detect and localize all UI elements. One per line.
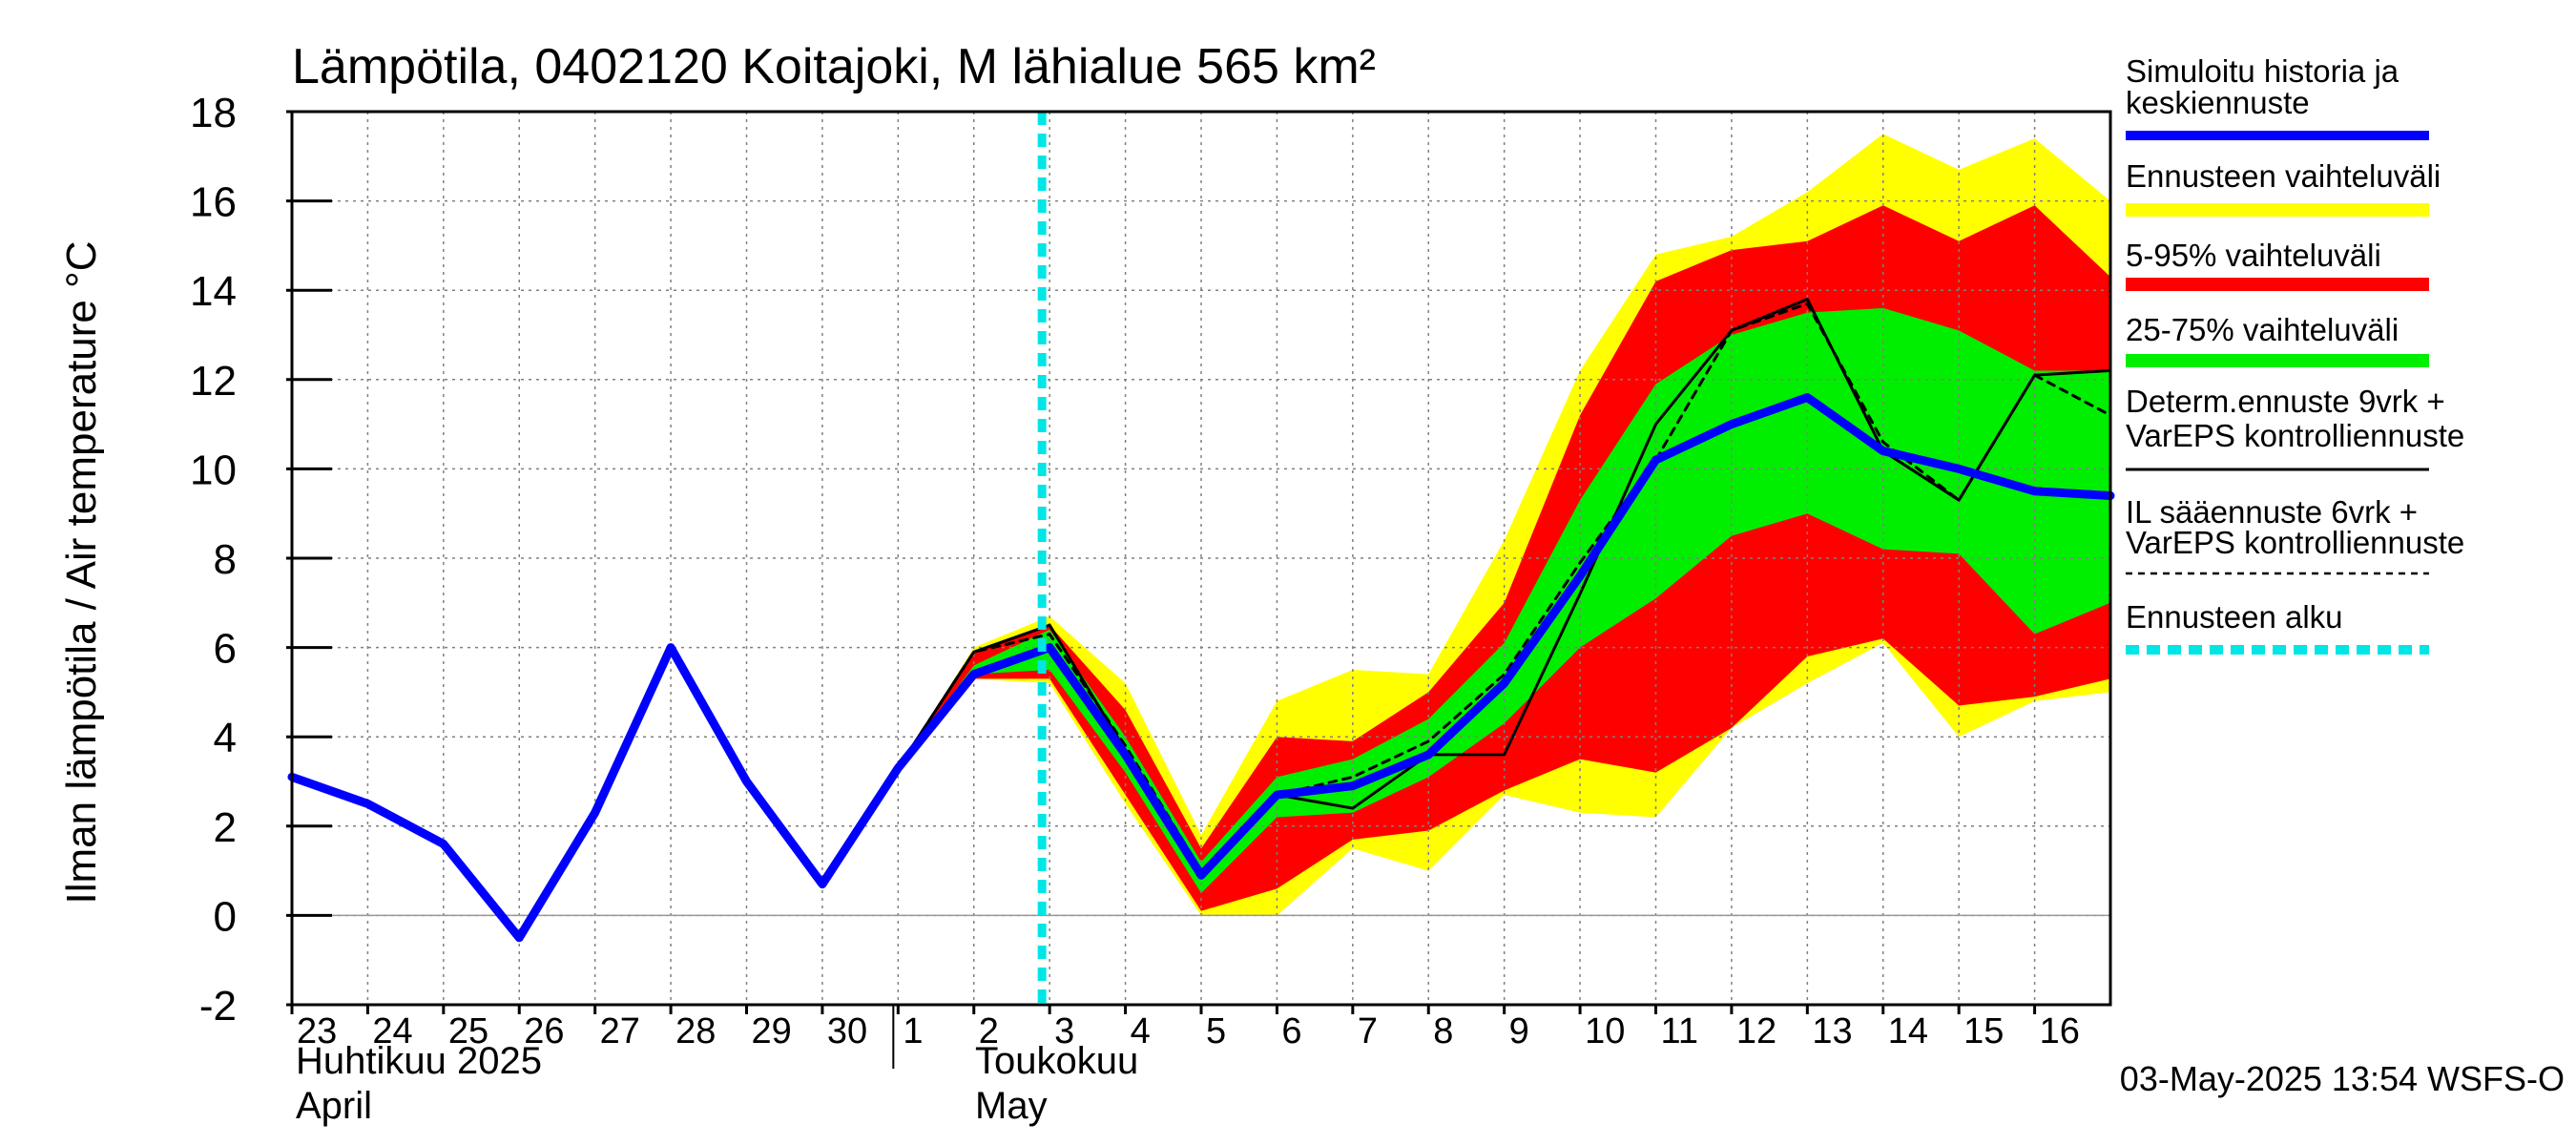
y-tick-label: 18 bbox=[190, 90, 237, 136]
x-tick-label: 24 bbox=[372, 1011, 412, 1051]
y-tick-label: 4 bbox=[214, 715, 237, 761]
x-tick-label: 4 bbox=[1131, 1011, 1151, 1051]
month-label-april-en: April bbox=[296, 1085, 372, 1127]
x-tick-label: 30 bbox=[827, 1011, 867, 1051]
y-tick-label: 2 bbox=[214, 804, 237, 851]
y-axis-label: Ilman lämpötila / Air temperature °C bbox=[58, 241, 105, 905]
legend-label-0: keskiennuste bbox=[2126, 85, 2310, 120]
x-tick-label: 28 bbox=[675, 1011, 716, 1051]
legend-label-2: 5-95% vaihteluväli bbox=[2126, 238, 2381, 273]
legend-label-4: Determ.ennuste 9vrk + bbox=[2126, 384, 2445, 419]
month-label-may-fi: Toukokuu bbox=[975, 1040, 1138, 1082]
x-tick-label: 27 bbox=[600, 1011, 640, 1051]
legend-label-3: 25-75% vaihteluväli bbox=[2126, 312, 2399, 347]
legend-label-4: VarEPS kontrolliennuste bbox=[2126, 418, 2464, 453]
legend-label-6: Ennusteen alku bbox=[2126, 599, 2343, 635]
chart-title: Lämpötila, 0402120 Koitajoki, M lähialue… bbox=[292, 39, 1376, 94]
month-label-may-en: May bbox=[975, 1085, 1048, 1127]
x-tick-label: 3 bbox=[1054, 1011, 1074, 1051]
x-tick-label: 16 bbox=[2040, 1011, 2080, 1051]
x-tick-label: 12 bbox=[1736, 1011, 1776, 1051]
y-tick-label: 14 bbox=[190, 268, 237, 315]
x-tick-label: 14 bbox=[1888, 1011, 1928, 1051]
y-tick-label: 16 bbox=[190, 179, 237, 226]
y-tick-label: -2 bbox=[199, 983, 237, 1030]
x-tick-label: 15 bbox=[1963, 1011, 2004, 1051]
x-tick-label: 2 bbox=[979, 1011, 999, 1051]
x-axis: Huhtikuu 2025 April Toukokuu May 23 24 25 2… bbox=[290, 1005, 2080, 1127]
band-2 bbox=[898, 307, 2111, 893]
plot-area: 18 16 14 12 10 8 6 4 2 0 -2 bbox=[190, 90, 2115, 1030]
x-tick-label: 5 bbox=[1206, 1011, 1226, 1051]
series-line-1 bbox=[896, 302, 2112, 873]
x-tick-label: 6 bbox=[1281, 1011, 1301, 1051]
timestamp-footer: 03-May-2025 13:54 WSFS-O bbox=[2120, 1059, 2565, 1098]
x-tick-label: 23 bbox=[297, 1011, 337, 1051]
x-tick-label: 9 bbox=[1509, 1011, 1529, 1051]
x-tick-label: 25 bbox=[448, 1011, 488, 1051]
x-tick-label: 8 bbox=[1433, 1011, 1453, 1051]
month-label-april-fi: Huhtikuu 2025 bbox=[296, 1040, 542, 1082]
x-tick-label: 29 bbox=[752, 1011, 792, 1051]
y-tick-label: 8 bbox=[214, 536, 237, 583]
y-tick-label: 10 bbox=[190, 447, 237, 493]
y-tick-label: 6 bbox=[214, 626, 237, 673]
x-tick-label: 11 bbox=[1661, 1011, 1698, 1051]
legend-label-5: VarEPS kontrolliennuste bbox=[2126, 525, 2464, 560]
x-tick-label: 10 bbox=[1585, 1011, 1625, 1051]
legend-label-0: Simuloitu historia ja bbox=[2126, 53, 2399, 89]
y-tick-label: 0 bbox=[214, 893, 237, 940]
y-tick-label: 12 bbox=[190, 358, 237, 405]
x-tick-label: 1 bbox=[903, 1011, 923, 1051]
x-tick-label: 7 bbox=[1358, 1011, 1378, 1051]
legend-label-1: Ennusteen vaihteluväli bbox=[2126, 158, 2441, 194]
x-tick-label: 13 bbox=[1812, 1011, 1852, 1051]
legend-label-5: IL sääennuste 6vrk + bbox=[2126, 494, 2418, 530]
series-line-2 bbox=[287, 393, 2115, 943]
x-tick-label: 26 bbox=[524, 1011, 564, 1051]
